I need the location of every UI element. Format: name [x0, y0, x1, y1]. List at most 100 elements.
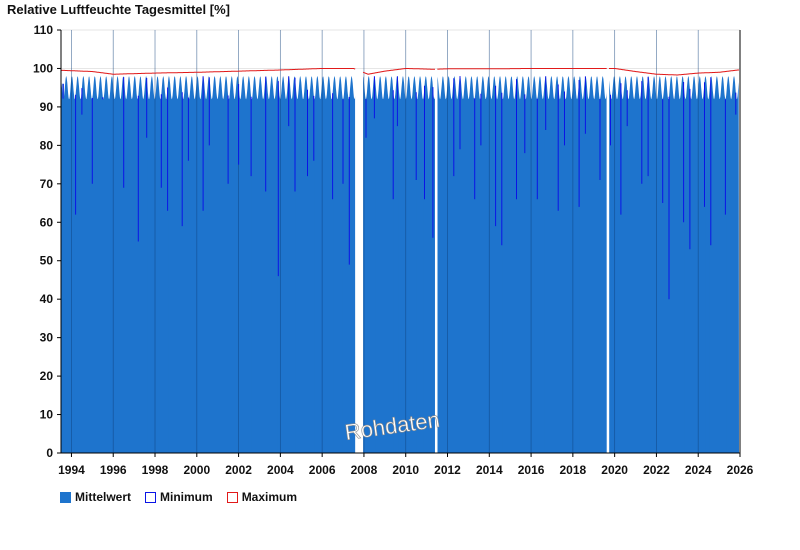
mittelwert-bar	[365, 137, 367, 453]
mittelwert-bar	[544, 129, 547, 453]
mittelwert-bar	[661, 203, 664, 453]
mittelwert-bar	[709, 245, 712, 453]
x-tick-label: 1994	[58, 463, 85, 477]
y-tick-label: 0	[46, 446, 53, 460]
mittelwert-bar	[473, 199, 476, 453]
mittelwert-bar	[578, 206, 580, 453]
legend-swatch-mittelwert	[60, 491, 71, 503]
data-gap	[355, 30, 363, 453]
mittelwert-bar	[423, 199, 426, 453]
x-tick-label: 2008	[351, 463, 378, 477]
legend-swatch-minimum	[145, 491, 157, 503]
x-tick-label: 2016	[518, 463, 545, 477]
mittelwert-bar	[202, 210, 204, 453]
mittelwert-bar	[74, 214, 77, 453]
mittelwert-bar	[494, 226, 497, 453]
x-tick-label: 2024	[685, 463, 712, 477]
data-gap	[606, 30, 609, 453]
legend-swatch-maximum	[226, 491, 238, 503]
mittelwert-bar	[331, 199, 334, 453]
mittelwert-bar	[166, 210, 169, 453]
x-tick-label: 2000	[183, 463, 210, 477]
mittelwert-bar	[145, 137, 148, 453]
mittelwert-bar	[459, 149, 461, 453]
mittelwert-bar	[392, 199, 394, 453]
y-tick-label: 40	[40, 292, 54, 306]
mittelwert-bar	[703, 206, 706, 453]
y-tick-label: 20	[40, 369, 54, 383]
mittelwert-bar	[306, 176, 309, 454]
mittelwert-bar	[599, 179, 601, 454]
mittelwert-bar	[227, 183, 229, 453]
y-tick-labels: 0 10 20 30 40 50 60 70 80 90 100 110	[33, 23, 61, 460]
y-tick-label: 10	[40, 408, 54, 422]
x-tick-label: 2020	[601, 463, 628, 477]
mittelwert-bar	[641, 183, 643, 453]
mittelwert-bar	[342, 183, 344, 453]
legend-label-minimum: Minimum	[160, 490, 213, 504]
mittelwert-bar	[287, 126, 290, 454]
mittelwert-bars	[61, 76, 739, 454]
x-tick-label: 1998	[142, 463, 169, 477]
mittelwert-bar	[91, 183, 94, 453]
mittelwert-bar	[724, 214, 727, 453]
x-tick-label: 1996	[100, 463, 127, 477]
mittelwert-bar	[524, 153, 526, 453]
mittelwert-bar	[609, 145, 612, 453]
y-tick-label: 90	[40, 100, 54, 114]
x-tick-label: 2018	[560, 463, 587, 477]
x-tick-label: 2006	[309, 463, 336, 477]
series-lines	[61, 68, 739, 300]
mittelwert-bar	[584, 133, 587, 453]
mittelwert-bar	[250, 176, 252, 454]
mittelwert-bar	[452, 176, 455, 454]
mittelwert-bar	[536, 199, 539, 453]
x-tick-label: 2002	[225, 463, 252, 477]
mittelwert-bar	[62, 83, 64, 453]
mittelwert-bar	[563, 145, 566, 453]
y-tick-label: 70	[40, 177, 54, 191]
mittelwert-bar	[264, 191, 267, 453]
legend-item-maximum: Maximum	[226, 490, 298, 504]
mittelwert-bar	[415, 179, 417, 454]
mittelwert-bar	[208, 145, 211, 453]
data-gap	[434, 30, 438, 453]
grid-lines	[61, 29, 740, 453]
legend-label-maximum: Maximum	[241, 490, 298, 504]
minimum-line	[62, 76, 737, 300]
mittelwert-bar	[122, 187, 125, 453]
y-tick-label: 100	[33, 61, 53, 75]
legend-label-mittelwert: Mittelwert	[75, 490, 132, 504]
mittelwert-bar	[682, 222, 685, 453]
data-gaps	[355, 30, 609, 453]
mittelwert-bar	[689, 249, 691, 453]
legend: Mittelwert Minimum Maximum	[60, 490, 297, 504]
mittelwert-bar	[515, 199, 518, 453]
y-tick-label: 110	[34, 23, 54, 37]
mittelwert-bar	[396, 126, 399, 454]
y-tick-label: 30	[40, 331, 54, 345]
mittelwert-bar	[373, 118, 376, 453]
legend-item-mittelwert: Mittelwert	[60, 490, 131, 504]
mittelwert-bar	[735, 114, 737, 453]
x-tick-label: 2012	[434, 463, 461, 477]
axes	[60, 30, 741, 454]
mittelwert-bar	[81, 114, 83, 453]
x-tick-label: 2010	[392, 463, 419, 477]
mittelwert-bar	[181, 226, 183, 453]
mittelwert-bar	[187, 160, 190, 453]
mittelwert-bar	[432, 237, 434, 453]
mittelwert-bar	[501, 245, 503, 453]
mittelwert-fill	[61, 76, 739, 453]
legend-item-minimum: Minimum	[145, 490, 213, 504]
maximum-line	[61, 68, 739, 76]
x-tick-label: 2004	[267, 463, 294, 477]
mittelwert-bar	[348, 264, 351, 453]
y-tick-label: 60	[40, 215, 54, 229]
y-tick-label: 80	[40, 138, 54, 152]
x-tick-label: 2014	[476, 463, 503, 477]
mittelwert-bar	[647, 176, 649, 454]
mittelwert-bar	[620, 214, 622, 453]
mittelwert-bar	[668, 299, 670, 453]
